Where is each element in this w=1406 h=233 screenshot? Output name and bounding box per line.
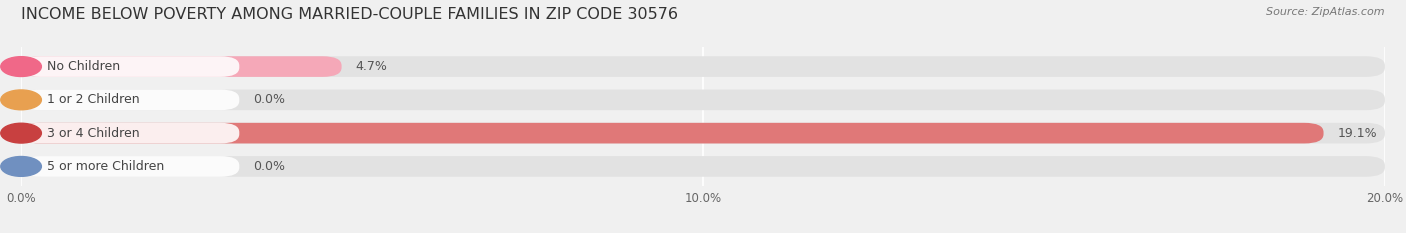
FancyBboxPatch shape: [21, 56, 342, 77]
Circle shape: [1, 57, 41, 76]
FancyBboxPatch shape: [21, 156, 239, 177]
FancyBboxPatch shape: [21, 123, 239, 144]
Circle shape: [1, 90, 41, 110]
FancyBboxPatch shape: [21, 123, 1385, 144]
Text: 1 or 2 Children: 1 or 2 Children: [46, 93, 139, 106]
Text: No Children: No Children: [46, 60, 120, 73]
Circle shape: [1, 123, 41, 143]
FancyBboxPatch shape: [21, 56, 1385, 77]
Text: 19.1%: 19.1%: [1337, 127, 1376, 140]
Text: 0.0%: 0.0%: [253, 93, 285, 106]
Text: INCOME BELOW POVERTY AMONG MARRIED-COUPLE FAMILIES IN ZIP CODE 30576: INCOME BELOW POVERTY AMONG MARRIED-COUPL…: [21, 7, 678, 22]
Text: 0.0%: 0.0%: [253, 160, 285, 173]
Circle shape: [1, 157, 41, 176]
Text: Source: ZipAtlas.com: Source: ZipAtlas.com: [1267, 7, 1385, 17]
Text: 3 or 4 Children: 3 or 4 Children: [46, 127, 139, 140]
FancyBboxPatch shape: [21, 89, 1385, 110]
FancyBboxPatch shape: [21, 123, 1323, 144]
FancyBboxPatch shape: [21, 156, 1385, 177]
Text: 4.7%: 4.7%: [356, 60, 387, 73]
FancyBboxPatch shape: [21, 89, 239, 110]
Text: 5 or more Children: 5 or more Children: [46, 160, 165, 173]
FancyBboxPatch shape: [21, 56, 239, 77]
